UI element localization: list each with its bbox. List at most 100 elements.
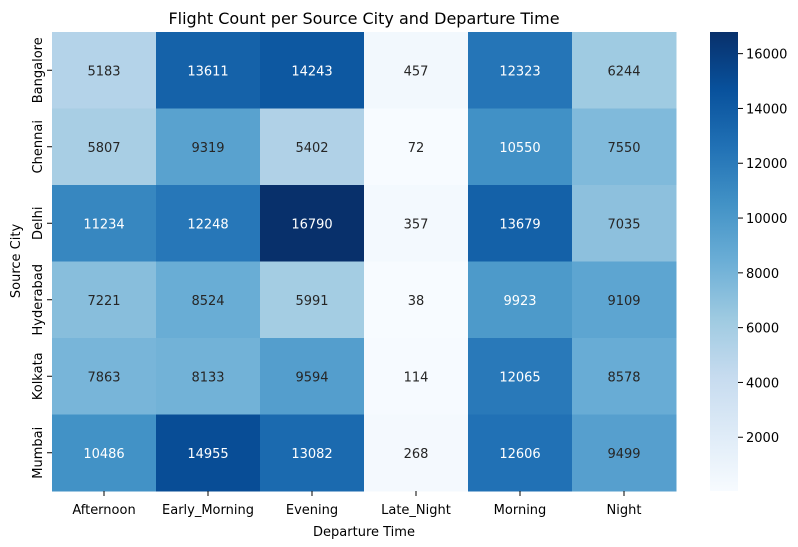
colorbar-axis: 2000 4000 6000 8000 10000 12000 14000 16000 <box>738 48 787 446</box>
heatmap-cell <box>52 338 157 415</box>
colorbar-tick-label: 4000 <box>746 376 779 391</box>
heatmap-cell <box>468 32 573 109</box>
heatmap-cell <box>364 414 469 492</box>
y-tick-label: Delhi <box>31 207 46 240</box>
heatmap-cell <box>364 338 469 415</box>
heatmap-cell <box>156 32 261 109</box>
x-tick-label: Early_Morning <box>162 503 254 518</box>
heatmap-cell <box>260 338 365 415</box>
cell-value-label: 7863 <box>87 370 120 385</box>
x-tick-label: Afternoon <box>72 503 135 518</box>
x-tick-label: Night <box>607 503 642 518</box>
cell-value-label: 5183 <box>87 64 120 79</box>
cell-value-label: 357 <box>404 217 429 232</box>
cell-value-label: 12065 <box>499 370 540 385</box>
colorbar-tick-label: 16000 <box>746 48 787 63</box>
cell-value-label: 8578 <box>607 370 640 385</box>
heatmap-cell <box>468 108 573 186</box>
heatmap-cell <box>572 414 677 492</box>
colorbar-tick-label: 2000 <box>746 431 779 446</box>
heatmap-cell <box>156 185 261 262</box>
y-tick-label: Hyderabad <box>31 264 46 336</box>
heatmap-cell <box>156 108 261 186</box>
cell-value-label: 12248 <box>187 217 228 232</box>
y-tick-label: Kolkata <box>31 352 46 400</box>
y-axis: Bangalore Chennai Delhi Hyderabad Kolkata Mum… <box>31 37 52 479</box>
heatmap-cell <box>52 32 157 109</box>
heatmap-cell <box>260 185 365 262</box>
heatmap-cell <box>156 261 261 339</box>
heatmap-cell <box>156 338 261 415</box>
x-axis-label: Departure Time <box>313 525 415 540</box>
heatmap-cell <box>260 261 365 339</box>
cell-value-label: 14243 <box>291 64 332 79</box>
cell-value-label: 72 <box>408 141 425 156</box>
colorbar <box>710 32 738 491</box>
heatmap-cell <box>572 261 677 339</box>
cell-value-label: 5402 <box>295 141 328 156</box>
heatmap-cell <box>156 414 261 492</box>
cell-value-label: 9594 <box>295 370 328 385</box>
x-tick-label: Morning <box>494 503 547 518</box>
cell-value-label: 7221 <box>87 294 120 309</box>
cell-value-label: 12606 <box>499 447 540 462</box>
heatmap-cell <box>364 108 469 186</box>
heatmap-cell <box>572 32 677 109</box>
x-axis: Afternoon Early_Morning Evening Late_Night M… <box>72 491 641 518</box>
heatmap-cell <box>468 185 573 262</box>
colorbar-tick-label: 12000 <box>746 157 787 172</box>
y-tick-label: Mumbai <box>31 427 46 479</box>
heatmap-cell <box>52 261 157 339</box>
heatmap-cell <box>364 32 469 109</box>
heatmap-cell <box>52 185 157 262</box>
cell-value-label: 268 <box>404 447 429 462</box>
cell-value-label: 6244 <box>607 64 640 79</box>
cell-value-label: 9319 <box>191 141 224 156</box>
heatmap-cell <box>260 414 365 492</box>
y-tick-label: Chennai <box>31 120 46 173</box>
heatmap-cell <box>468 338 573 415</box>
colorbar-tick-label: 10000 <box>746 212 787 227</box>
cell-value-label: 11234 <box>83 217 124 232</box>
cell-value-label: 38 <box>408 294 425 309</box>
heatmap-cell <box>260 32 365 109</box>
colorbar-tick-label: 6000 <box>746 322 779 337</box>
cell-value-label: 8524 <box>191 294 224 309</box>
cell-value-label: 5807 <box>87 141 120 156</box>
heatmap-cell <box>260 108 365 186</box>
chart-title: Flight Count per Source City and Departu… <box>168 9 559 28</box>
y-tick-label: Bangalore <box>31 37 46 103</box>
cell-value-label: 10486 <box>83 447 124 462</box>
cell-value-label: 9499 <box>607 447 640 462</box>
cell-value-label: 16790 <box>291 217 332 232</box>
cell-value-label: 114 <box>404 370 429 385</box>
cell-value-label: 10550 <box>499 141 540 156</box>
cell-value-label: 457 <box>404 64 429 79</box>
heatmap-cell <box>572 185 677 262</box>
heatmap-cell <box>364 261 469 339</box>
cell-value-label: 9109 <box>607 294 640 309</box>
heatmap-cell <box>468 261 573 339</box>
colorbar-tick-label: 14000 <box>746 102 787 117</box>
cell-value-label: 13082 <box>291 447 332 462</box>
cell-value-label: 14955 <box>187 447 228 462</box>
x-tick-label: Late_Night <box>381 503 451 518</box>
cell-value-label: 7550 <box>607 141 640 156</box>
heatmap-cells: 5183 13611 14243 457 12323 6244 5807 9319 5402 72… <box>52 32 677 492</box>
cell-value-label: 8133 <box>191 370 224 385</box>
heatmap-cell <box>468 414 573 492</box>
heatmap-cell <box>572 108 677 186</box>
heatmap-cell <box>572 338 677 415</box>
x-tick-label: Evening <box>286 503 338 518</box>
cell-value-label: 5991 <box>295 294 328 309</box>
cell-value-label: 12323 <box>499 64 540 79</box>
heatmap-cell <box>52 414 157 492</box>
heatmap-cell <box>364 185 469 262</box>
cell-value-label: 9923 <box>503 294 536 309</box>
colorbar-tick-label: 8000 <box>746 267 779 282</box>
cell-value-label: 13611 <box>187 64 228 79</box>
heatmap-cell <box>52 108 157 186</box>
y-axis-label: Source City <box>9 224 24 299</box>
cell-value-label: 13679 <box>499 217 540 232</box>
